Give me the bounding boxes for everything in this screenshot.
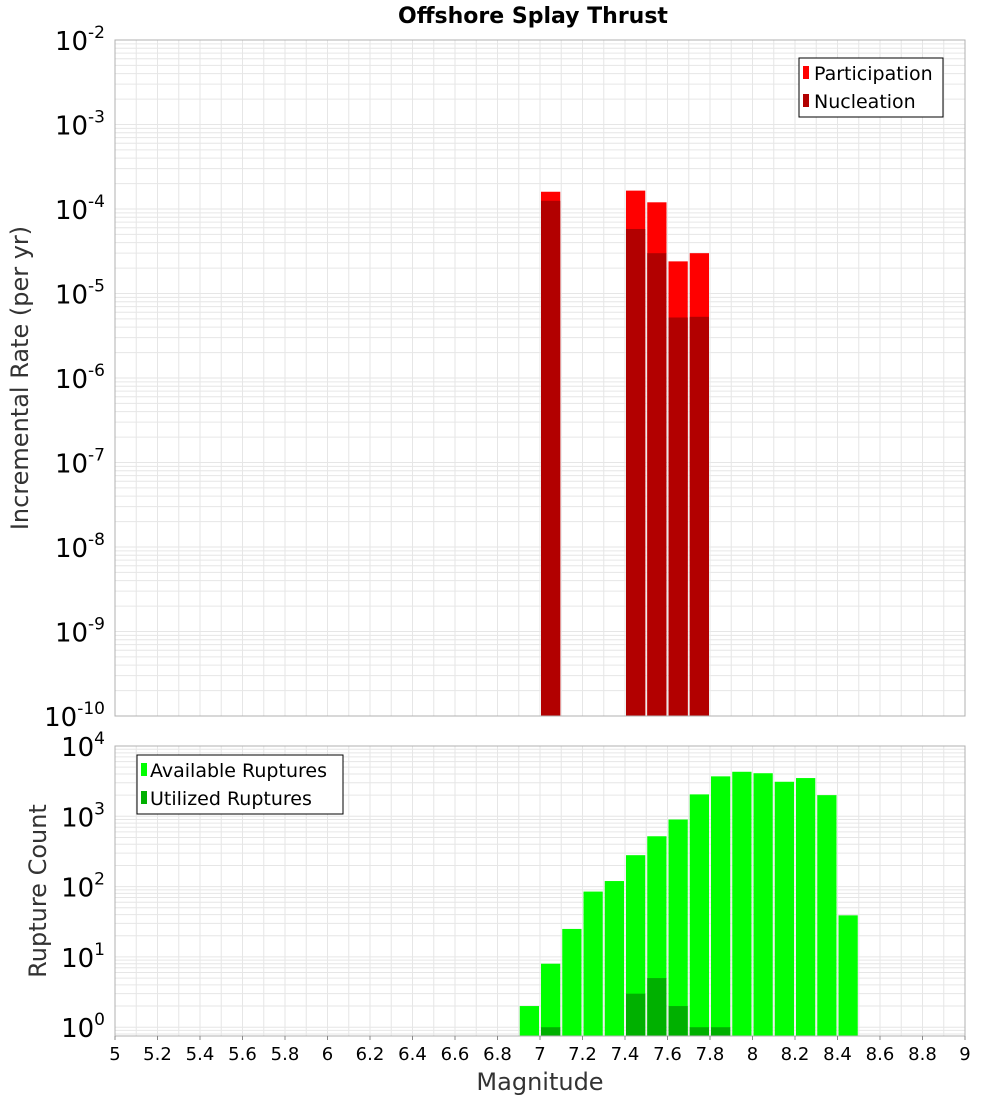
rate-y-tick-label: 10-10 bbox=[44, 699, 105, 733]
count-legend-box bbox=[136, 754, 344, 815]
count-bar-available-ruptures bbox=[689, 794, 709, 1036]
magnitude-x-axis-label: Magnitude bbox=[476, 1068, 603, 1096]
count-bars bbox=[519, 771, 858, 1036]
legend-swatch-available bbox=[141, 763, 147, 776]
count-bar-available-ruptures bbox=[519, 1006, 539, 1036]
rate-plot-frame bbox=[114, 39, 966, 717]
count-bar-available-ruptures bbox=[626, 855, 646, 1036]
x-tick-label: 7.2 bbox=[568, 1044, 597, 1065]
rate-legend-box bbox=[798, 57, 944, 118]
rate-y-tick-label: 10-5 bbox=[55, 277, 105, 311]
count-bar-utilized-ruptures bbox=[647, 978, 667, 1036]
rate-bar-nucleation bbox=[541, 200, 561, 717]
count-bar-available-ruptures bbox=[562, 928, 582, 1036]
count-bar-available-ruptures bbox=[774, 781, 794, 1036]
x-tick-label: 6 bbox=[322, 1044, 333, 1065]
count-y-tick-label: 101 bbox=[61, 940, 105, 974]
count-y-axis-label: Rupture Count bbox=[24, 804, 52, 978]
rate-y-tick-label: 10-9 bbox=[55, 615, 105, 649]
rate-y-ticks: 10-10 10-9 10-8 10-7 10-6 10-5 10-4 10-3 10-2 bbox=[44, 23, 105, 733]
rate-y-tick-label: 10-2 bbox=[55, 23, 105, 57]
x-tick-label: 8.8 bbox=[908, 1044, 937, 1065]
x-tick-label: 7 bbox=[534, 1044, 545, 1065]
legend-label-nucleation: Nucleation bbox=[814, 91, 916, 113]
count-bar-available-ruptures bbox=[583, 891, 603, 1036]
rate-y-tick-label: 10-8 bbox=[55, 530, 105, 564]
x-tick-label: 7.8 bbox=[696, 1044, 725, 1065]
count-bar-available-ruptures bbox=[711, 776, 731, 1036]
rate-bar-nucleation bbox=[647, 253, 667, 716]
count-panel: 100 101 102 103 104 5 5.2 5.4 5.6 5.8 6 6.2 6.4 6.6 6… bbox=[24, 729, 971, 1096]
x-tick-label: 7.4 bbox=[611, 1044, 640, 1065]
x-tick-label: 5.6 bbox=[228, 1044, 257, 1065]
count-bar-available-ruptures bbox=[817, 795, 837, 1036]
x-tick-label: 5.2 bbox=[143, 1044, 172, 1065]
rate-y-tick-label: 10-6 bbox=[55, 361, 105, 395]
x-tick-label: 5.4 bbox=[186, 1044, 215, 1065]
count-bar-utilized-ruptures bbox=[668, 1006, 688, 1036]
legend-swatch-utilized bbox=[141, 791, 147, 804]
x-tick-label: 8.6 bbox=[866, 1044, 895, 1065]
count-bar-available-ruptures bbox=[668, 819, 688, 1036]
legend-swatch-participation bbox=[803, 66, 809, 79]
x-tick-label: 6.4 bbox=[398, 1044, 427, 1065]
x-tick-label: 6.6 bbox=[441, 1044, 470, 1065]
count-bar-available-ruptures bbox=[796, 778, 816, 1036]
count-bar-available-ruptures bbox=[732, 771, 752, 1036]
count-bar-utilized-ruptures bbox=[541, 1027, 561, 1036]
count-bar-utilized-ruptures bbox=[626, 993, 646, 1036]
rate-y-axis-label: Incremental Rate (per yr) bbox=[6, 226, 34, 530]
count-y-ticks: 100 101 102 103 104 bbox=[61, 729, 105, 1044]
rate-grid bbox=[114, 40, 966, 717]
legend-swatch-nucleation bbox=[803, 94, 809, 107]
count-y-tick-label: 100 bbox=[61, 1010, 105, 1044]
count-legend: Available Ruptures Utilized Ruptures bbox=[136, 754, 344, 815]
count-bar-available-ruptures bbox=[753, 773, 773, 1036]
x-tick-label: 6.2 bbox=[356, 1044, 385, 1065]
count-bar-utilized-ruptures bbox=[711, 1027, 731, 1036]
legend-label-participation: Participation bbox=[814, 63, 933, 85]
x-tick-label: 8.2 bbox=[781, 1044, 810, 1065]
count-y-tick-label: 104 bbox=[61, 729, 105, 763]
rate-bar-nucleation bbox=[668, 317, 688, 716]
chart-title: Offshore Splay Thrust bbox=[398, 4, 668, 29]
x-tick-label: 7.6 bbox=[653, 1044, 682, 1065]
legend-label-available: Available Ruptures bbox=[150, 760, 327, 782]
count-bar-available-ruptures bbox=[604, 881, 624, 1036]
rate-bar-nucleation bbox=[689, 316, 709, 716]
x-tick-label: 5 bbox=[109, 1044, 120, 1065]
rate-legend: Participation Nucleation bbox=[798, 57, 944, 118]
x-tick-label: 5.8 bbox=[271, 1044, 300, 1065]
rate-y-tick-label: 10-3 bbox=[55, 108, 105, 142]
legend-label-utilized: Utilized Ruptures bbox=[150, 788, 312, 810]
x-tick-label: 6.8 bbox=[483, 1044, 512, 1065]
magnitude-x-ticks: 5 5.2 5.4 5.6 5.8 6 6.2 6.4 6.6 6.8 7 7.2 7.4 7.6 7.8 8… bbox=[109, 1036, 971, 1065]
count-y-tick-label: 103 bbox=[61, 799, 105, 833]
rate-bars bbox=[541, 190, 709, 717]
x-tick-label: 8.4 bbox=[823, 1044, 852, 1065]
x-tick-label: 9 bbox=[959, 1044, 970, 1065]
rate-bar-nucleation bbox=[626, 228, 646, 716]
count-bar-utilized-ruptures bbox=[689, 1027, 709, 1036]
rate-y-tick-label: 10-7 bbox=[55, 446, 105, 480]
count-bar-available-ruptures bbox=[838, 915, 858, 1036]
rate-panel: 10-10 10-9 10-8 10-7 10-6 10-5 10-4 10-3 10-2 In… bbox=[6, 23, 966, 733]
rate-y-tick-label: 10-4 bbox=[55, 192, 105, 226]
count-bar-available-ruptures bbox=[541, 963, 561, 1036]
x-tick-label: 8 bbox=[747, 1044, 758, 1065]
count-y-tick-label: 102 bbox=[61, 870, 105, 904]
